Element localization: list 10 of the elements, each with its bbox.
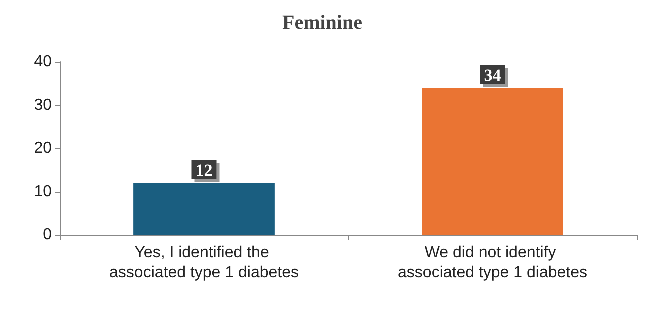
x-tick-label: We did not identify associated type 1 diabetes — [398, 244, 588, 282]
data-label: 12 — [196, 161, 213, 180]
data-label: 34 — [484, 66, 502, 85]
y-tick-label: 40 — [34, 54, 52, 70]
y-tick-label: 10 — [34, 183, 52, 200]
y-tick-label: 30 — [34, 96, 52, 114]
y-tick-label: 0 — [43, 226, 52, 244]
x-tick-label: Yes, I identified the associated type 1 diabetes — [110, 244, 299, 282]
chart-title: Feminine — [282, 12, 363, 34]
y-tick-label: 20 — [34, 140, 52, 157]
